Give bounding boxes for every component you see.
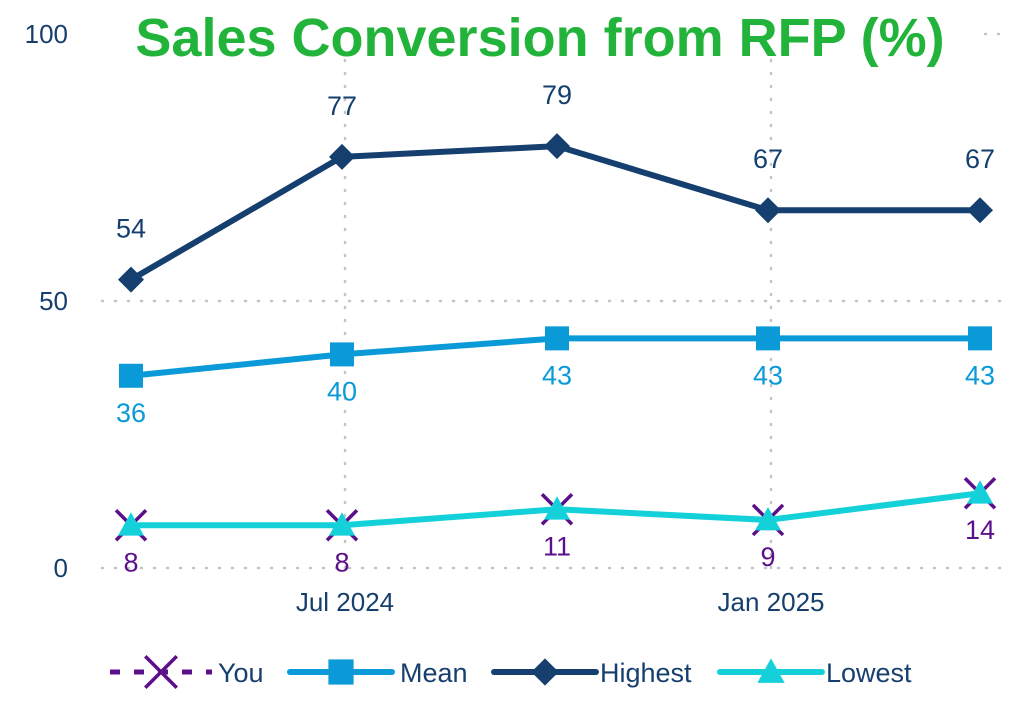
legend-item-highest: Highest: [491, 658, 692, 688]
data-label-highest: 67: [753, 144, 783, 174]
data-label-you: 9: [760, 542, 775, 572]
data-point-mean: [545, 326, 569, 351]
data-point-lowest: [329, 512, 355, 536]
data-label-highest: 77: [327, 91, 357, 121]
legend-label-mean: Mean: [400, 658, 468, 688]
x-axis-ticks: Jul 2024 Jan 2025: [296, 587, 825, 617]
data-label-you: 8: [334, 547, 349, 577]
legend: You Mean Highest Lowest: [110, 655, 912, 689]
data-point-mean: [330, 342, 354, 367]
data-label-highest: 79: [542, 80, 572, 110]
legend-item-mean: Mean: [287, 658, 468, 688]
x-stroke: [144, 655, 178, 689]
legend-marker-highest: [531, 658, 559, 686]
data-label-highest: 54: [116, 214, 146, 244]
data-label-you: 14: [965, 515, 995, 545]
legend-marker-mean: [328, 659, 354, 685]
legend-label-you: You: [218, 658, 264, 688]
legend-item-lowest: Lowest: [717, 658, 912, 688]
gridlines: [100, 32, 1012, 577]
legend-marker-lowest: [757, 658, 785, 683]
series-highest: [118, 133, 993, 293]
series-mean: [119, 326, 992, 388]
data-point-highest: [544, 133, 570, 160]
y-axis-ticks: 0 50 100: [25, 19, 68, 583]
data-label-highest: 67: [965, 144, 995, 174]
data-point-highest: [118, 266, 144, 293]
data-label-you: 11: [543, 531, 571, 561]
series-lowest: [118, 480, 993, 536]
series-group: [114, 133, 997, 542]
series-line-highest: [128, 143, 983, 283]
data-point-highest: [329, 143, 355, 170]
data-point-highest: [967, 197, 993, 224]
x-tick-label: Jul 2024: [296, 587, 394, 617]
data-label-you: 8: [123, 547, 138, 577]
chart-title: Sales Conversion from RFP (%): [135, 8, 944, 68]
data-point-lowest: [544, 496, 570, 520]
data-label-mean: 36: [116, 398, 146, 428]
data-label-mean: 40: [327, 376, 357, 406]
legend-item-you: You: [110, 655, 264, 689]
legend-label-highest: Highest: [600, 658, 692, 688]
data-point-mean: [756, 326, 780, 351]
y-tick-label: 0: [54, 553, 68, 583]
y-tick-label: 100: [25, 19, 68, 49]
data-point-mean: [119, 363, 143, 388]
data-label-mean: 43: [542, 360, 572, 390]
legend-marker-you: [144, 655, 178, 689]
y-tick-label: 50: [39, 286, 68, 316]
data-point-highest: [755, 197, 781, 224]
data-point-lowest: [967, 480, 993, 504]
legend-label-lowest: Lowest: [826, 658, 912, 688]
data-point-lowest: [118, 512, 144, 536]
data-label-mean: 43: [753, 360, 783, 390]
data-label-mean: 43: [965, 360, 995, 390]
data-point-lowest: [755, 506, 781, 531]
data-point-mean: [968, 326, 992, 351]
data-labels: 8 8 11 9 14 36 40 43 43 43 54 77 79 67 67: [116, 80, 995, 577]
x-tick-label: Jan 2025: [718, 587, 825, 617]
